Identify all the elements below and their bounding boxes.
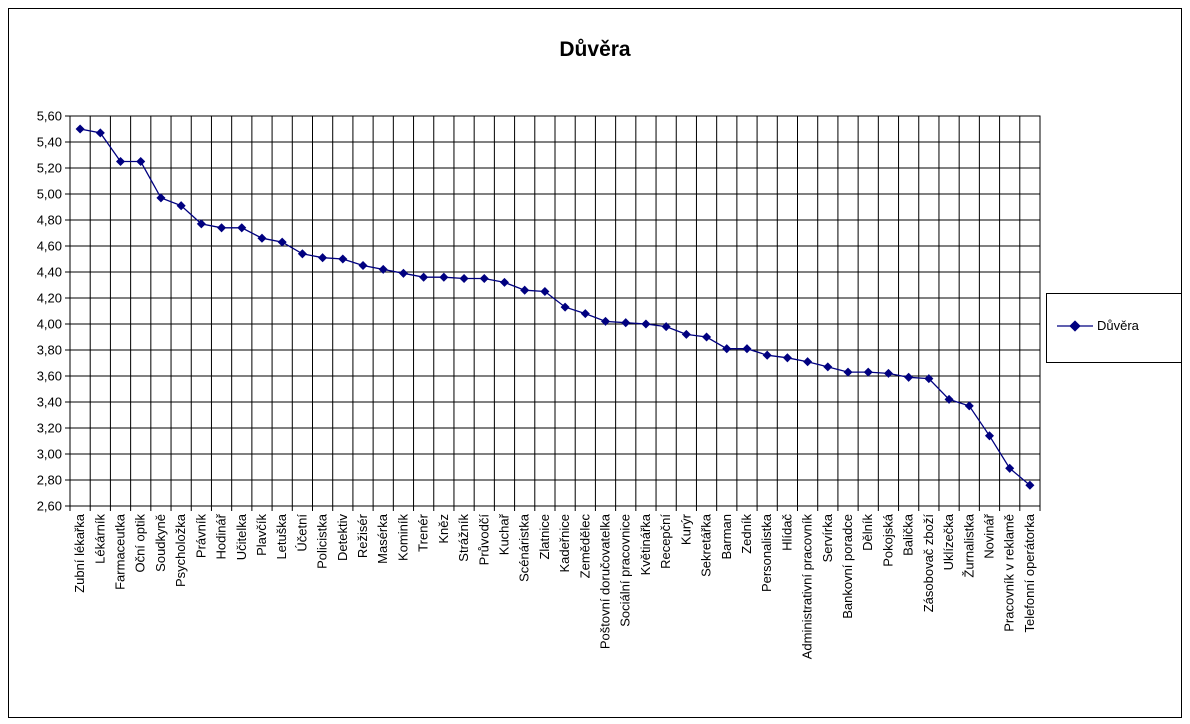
legend-label: Důvěra — [1097, 318, 1139, 333]
y-tick-label: 4,60 — [37, 239, 62, 254]
x-tick-label: Učitelka — [234, 513, 249, 560]
x-tick-label: Letuška — [274, 513, 289, 559]
data-point — [1005, 463, 1015, 473]
x-tick-label: Soudkyně — [153, 514, 168, 572]
y-tick-label: 3,20 — [37, 421, 62, 436]
data-point — [600, 316, 611, 326]
x-tick-label: Strážník — [456, 514, 471, 562]
x-tick-label: Novinář — [981, 513, 996, 558]
data-point — [984, 431, 995, 441]
y-tick-label: 5,00 — [37, 187, 62, 202]
data-point — [257, 233, 267, 243]
x-tick-label: Žurnalistka — [961, 513, 976, 577]
data-point — [782, 353, 792, 363]
x-tick-label: Personalistka — [759, 513, 774, 592]
x-tick-label: Pracovník v reklamě — [1002, 514, 1017, 632]
x-tick-label: Hlídač — [779, 514, 794, 551]
y-tick-label: 5,60 — [37, 109, 62, 124]
y-tick-label: 3,60 — [37, 369, 62, 384]
data-point — [823, 362, 833, 372]
data-point — [722, 344, 732, 354]
x-tick-label: Administrativní pracovník — [800, 514, 815, 660]
x-tick-label: Psycholožka — [173, 513, 188, 587]
x-tick-label: Květinářka — [638, 513, 653, 575]
x-tick-label: Kuchař — [496, 513, 511, 555]
x-axis-ticks: Zubní lékařka Lékárník Farmaceutka Oční opt… — [69, 506, 1041, 660]
y-tick-label: 3,00 — [37, 447, 62, 462]
data-point — [237, 223, 247, 233]
x-tick-label: Farmaceutka — [113, 513, 128, 590]
legend-marker — [1057, 320, 1093, 332]
data-point — [944, 394, 954, 404]
x-tick-label: Barman — [719, 514, 734, 560]
y-axis-ticks: 2,60 2,80 3,00 3,20 3,40 3,60 3,80 4,00 4,20 4,40… — [37, 109, 70, 514]
x-tick-label: Průvodčí — [476, 514, 491, 566]
data-point — [338, 254, 348, 264]
x-tick-label: Pokojská — [880, 513, 895, 567]
x-tick-label: Právník — [193, 514, 208, 559]
x-tick-label: Sekretářka — [699, 513, 714, 577]
data-point — [540, 286, 550, 297]
x-tick-label: Trenér — [416, 513, 431, 551]
y-tick-label: 5,40 — [37, 135, 62, 150]
x-tick-label: Kadeřnice — [557, 514, 572, 573]
y-tick-label: 5,20 — [37, 161, 62, 176]
data-point — [95, 128, 105, 138]
x-tick-label: Balička — [901, 513, 916, 556]
data-point — [217, 223, 227, 233]
data-point — [115, 156, 126, 167]
x-tick-label: Uklízečka — [941, 513, 956, 570]
x-tick-label: Poštovní doručovatelka — [598, 513, 613, 649]
data-point — [297, 249, 307, 259]
x-tick-label: Kněz — [436, 514, 451, 544]
legend: Důvěra — [1046, 293, 1182, 363]
x-tick-label: Plavčík — [254, 514, 269, 556]
x-tick-label: Účetní — [294, 514, 309, 552]
y-tick-label: 2,60 — [37, 499, 62, 514]
x-tick-label: Zubní lékařka — [72, 513, 87, 593]
y-tick-label: 4,40 — [37, 265, 62, 280]
y-tick-label: 4,20 — [37, 291, 62, 306]
y-tick-label: 3,40 — [37, 395, 62, 410]
x-tick-label: Bankovní poradce — [840, 514, 855, 619]
data-point — [156, 193, 166, 203]
y-tick-label: 2,80 — [37, 473, 62, 488]
x-tick-label: Recepční — [658, 514, 673, 569]
data-point — [681, 329, 691, 339]
data-point — [883, 368, 893, 378]
x-tick-label: Dělník — [860, 514, 875, 551]
data-point — [176, 201, 186, 211]
data-point — [661, 322, 671, 332]
x-tick-label: Scénáristka — [517, 513, 532, 582]
data-point — [964, 401, 974, 411]
x-tick-label: Zásobovač zboží — [921, 514, 936, 613]
x-tick-label: Detektiv — [335, 514, 350, 561]
x-tick-label: Lékárník — [92, 514, 107, 564]
x-tick-label: Masérka — [375, 513, 390, 564]
x-tick-label: Policistka — [315, 513, 330, 569]
x-tick-label: Zlatnice — [537, 514, 552, 560]
data-point — [904, 372, 914, 382]
y-tick-label: 4,00 — [37, 317, 62, 332]
data-point — [75, 124, 85, 134]
x-tick-label: Zedník — [739, 514, 754, 554]
x-tick-label: Oční optik — [133, 514, 148, 573]
x-tick-label: Hodinář — [214, 513, 229, 559]
x-tick-label: Zemědělec — [577, 514, 592, 579]
x-tick-label: Kurýr — [678, 513, 693, 545]
x-tick-label: Kominík — [395, 514, 410, 561]
x-tick-label: Režisér — [355, 513, 370, 558]
chart-title: Důvěra — [559, 38, 631, 61]
y-tick-label: 4,80 — [37, 213, 62, 228]
x-tick-label: Servírka — [820, 513, 835, 562]
data-point — [843, 367, 853, 377]
y-tick-label: 3,80 — [37, 343, 62, 358]
x-tick-label: Telefonní operátorka — [1022, 513, 1037, 632]
x-tick-label: Sociální pracovnice — [618, 514, 633, 627]
